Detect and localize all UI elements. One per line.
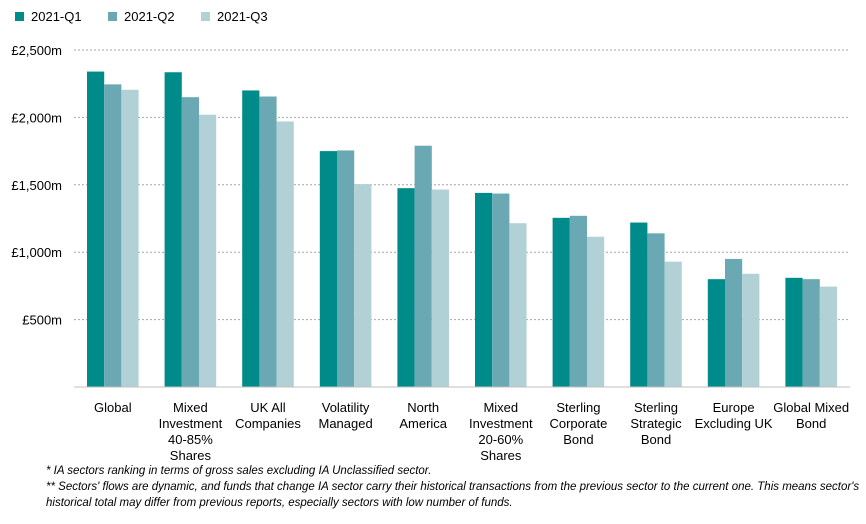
y-tick-label: £2,500m [11, 43, 62, 58]
bar-2021-q1-1 [87, 71, 105, 387]
legend-swatch [108, 12, 117, 21]
y-tick-label: £2,000m [11, 110, 62, 125]
bar-2021-q3-10 [819, 286, 837, 387]
legend-swatch [15, 12, 24, 21]
bar-2021-q1-3 [242, 90, 260, 387]
footnote-sector-flows: ** Sectors' flows are dynamic, and funds… [46, 481, 860, 509]
bar-2021-q1-8 [630, 222, 648, 387]
x-category-label: Europe Excluding UK [695, 400, 773, 431]
bar-2021-q3-3 [276, 121, 294, 387]
bar-2021-q1-4 [319, 151, 337, 387]
bar-2021-q3-7 [587, 236, 605, 387]
bar-2021-q1-9 [707, 279, 725, 387]
bar-2021-q2-7 [569, 215, 587, 387]
bar-2021-q1-5 [397, 188, 415, 387]
bar-2021-q3-4 [354, 184, 372, 387]
legend-label: 2021-Q2 [124, 9, 175, 24]
x-category-label: Mixed Investment 20-60% Shares [469, 400, 533, 462]
bar-2021-q3-1 [121, 89, 139, 388]
bars [87, 71, 837, 388]
x-category-label: North America [399, 400, 447, 431]
bar-2021-q2-3 [259, 96, 277, 387]
bar-2021-q2-9 [725, 258, 743, 387]
legend-label: 2021-Q3 [217, 9, 268, 24]
bar-2021-q3-6 [509, 223, 527, 387]
bar-2021-q1-7 [552, 217, 570, 387]
bar-2021-q1-2 [164, 72, 182, 388]
bar-2021-q2-10 [802, 279, 820, 387]
x-category-label: Volatility Managed [318, 400, 372, 431]
y-tick-label: £1,000m [11, 245, 62, 260]
bar-2021-q1-6 [475, 192, 493, 387]
legend-label: 2021-Q1 [31, 9, 82, 24]
x-category-label: Mixed Investment 40-85% Shares [159, 400, 223, 462]
x-category-label: Sterling Corporate Bond [549, 400, 607, 447]
footnote-ranking: * IA sectors ranking in terms of gross s… [46, 465, 432, 477]
bar-2021-q2-5 [414, 145, 432, 387]
bar-chart: £500m £1,000m £1,500m £2,000m £2,500m Global… [11, 9, 850, 462]
bar-2021-q3-8 [664, 261, 682, 387]
y-tick-label: £500m [22, 313, 62, 328]
bar-2021-q2-4 [337, 150, 355, 387]
y-axis-ticks: £500m £1,000m £1,500m £2,000m £2,500m [11, 43, 62, 328]
y-tick-label: £1,500m [11, 178, 62, 193]
bar-2021-q3-2 [199, 114, 217, 387]
bar-2021-q3-5 [431, 189, 449, 387]
footnotes: * IA sectors ranking in terms of gross s… [46, 463, 861, 511]
bar-2021-q2-2 [181, 97, 199, 388]
x-category-label: Global Mixed Bond [773, 400, 849, 431]
x-category-label: Sterling Strategic Bond [630, 400, 682, 447]
x-category-label: Global [94, 400, 132, 415]
x-category-label: UK All Companies [235, 400, 301, 431]
legend-swatch [201, 12, 210, 21]
bar-2021-q2-1 [104, 84, 122, 388]
bar-2021-q2-6 [492, 193, 510, 387]
x-axis-labels: Global Mixed Investment 40-85% Shares UK All C… [94, 400, 849, 462]
bar-2021-q3-9 [742, 273, 760, 387]
bar-2021-q1-10 [785, 277, 803, 387]
legend: 2021-Q1 2021-Q2 2021-Q3 [15, 9, 268, 24]
bar-2021-q2-8 [647, 233, 665, 387]
